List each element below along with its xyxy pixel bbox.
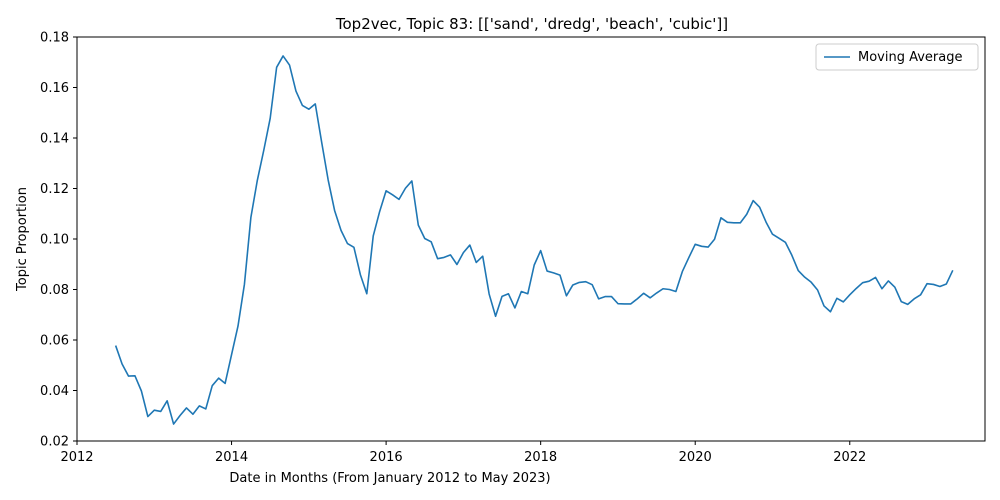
y-tick-label: 0.06 [40, 334, 69, 349]
x-tick-label: 2014 [215, 450, 248, 465]
x-tick-label: 2020 [679, 450, 712, 465]
y-tick-label: 0.12 [40, 182, 69, 197]
y-tick-label: 0.04 [40, 384, 69, 399]
y-tick-label: 0.18 [40, 31, 69, 46]
y-tick-label: 0.02 [40, 435, 69, 450]
x-tick-label: 2012 [60, 450, 93, 465]
legend-entry-moving-average: Moving Average [858, 50, 962, 65]
legend: Moving Average [815, 43, 979, 71]
x-tick-label: 2018 [524, 450, 557, 465]
y-axis: 0.02 0.04 0.06 0.08 0.10 0.12 0.14 0.16 0.18 [40, 31, 77, 450]
y-tick-label: 0.14 [40, 132, 69, 147]
y-tick-label: 0.10 [40, 233, 69, 248]
legend-box [815, 43, 979, 71]
chart-title: Top2vec, Topic 83: [['sand', 'dredg', 'b… [335, 15, 728, 33]
x-axis: 2012 2014 2016 2018 2020 2022 [60, 441, 866, 465]
y-axis-label: Topic Proportion [15, 187, 30, 292]
x-tick-label: 2016 [370, 450, 403, 465]
y-tick-label: 0.16 [40, 81, 69, 96]
x-tick-label: 2022 [833, 450, 866, 465]
x-axis-label: Date in Months (From January 2012 to May… [229, 471, 550, 486]
y-tick-label: 0.08 [40, 283, 69, 298]
series-line-moving-average [114, 55, 954, 425]
plot-frame [76, 36, 986, 442]
